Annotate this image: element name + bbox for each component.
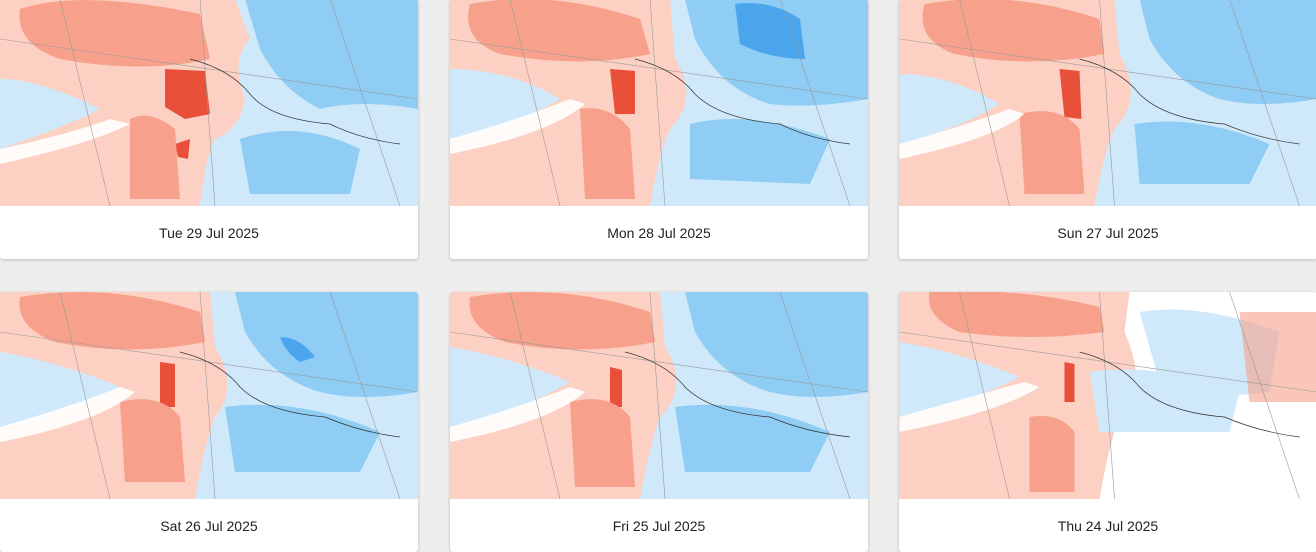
- temperature-anomaly-map[interactable]: [899, 0, 1316, 206]
- forecast-card-mon-28-jul[interactable]: Mon 28 Jul 2025: [450, 0, 868, 259]
- forecast-card-tue-29-jul[interactable]: Tue 29 Jul 2025: [0, 0, 418, 259]
- forecast-card-sun-27-jul[interactable]: Sun 27 Jul 2025: [899, 0, 1316, 259]
- temperature-anomaly-map[interactable]: [0, 292, 418, 499]
- forecast-date-label: Tue 29 Jul 2025: [159, 224, 259, 241]
- forecast-date-label: Mon 28 Jul 2025: [607, 224, 711, 241]
- forecast-date-label: Fri 25 Jul 2025: [612, 517, 706, 534]
- forecast-date-label: Sun 27 Jul 2025: [1057, 224, 1159, 241]
- temperature-anomaly-map[interactable]: [899, 292, 1316, 499]
- forecast-card-sat-26-jul[interactable]: Sat 26 Jul 2025: [0, 292, 418, 552]
- temperature-anomaly-map[interactable]: [450, 0, 868, 206]
- forecast-date-label: Sat 26 Jul 2025: [160, 517, 258, 534]
- forecast-card-fri-25-jul[interactable]: Fri 25 Jul 2025: [450, 292, 868, 552]
- forecast-card-thu-24-jul[interactable]: Thu 24 Jul 2025: [899, 292, 1316, 552]
- temperature-anomaly-map[interactable]: [0, 0, 418, 206]
- forecast-date-label: Thu 24 Jul 2025: [1057, 517, 1159, 534]
- temperature-anomaly-map[interactable]: [450, 292, 868, 499]
